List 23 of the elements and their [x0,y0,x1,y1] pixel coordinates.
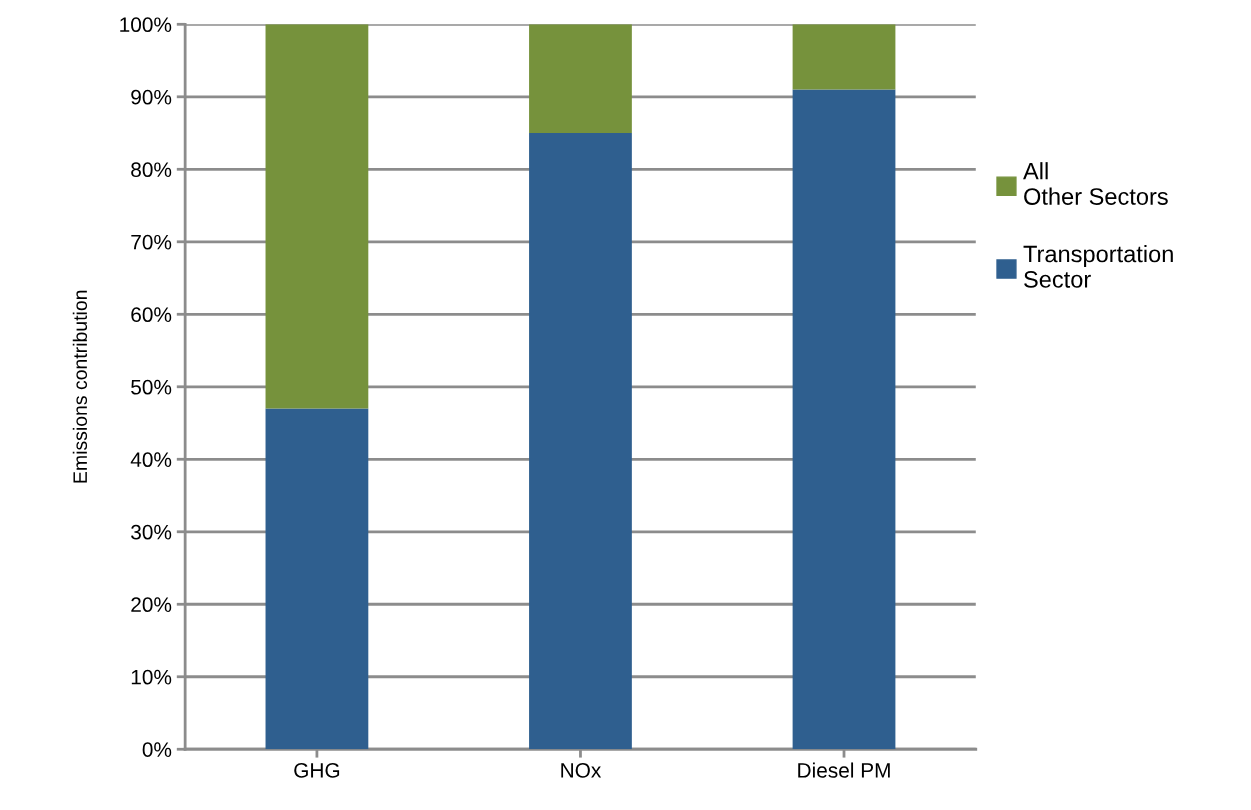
bar [529,133,632,750]
y-tick-label: 50% [131,379,172,395]
legend-label: All Other Sectors [1023,162,1168,205]
y-tick-label: 70% [131,234,172,250]
bar [265,24,369,409]
legend-label: Transportation Sector [1023,244,1173,288]
bar [265,408,369,750]
y-tick-label: 80% [131,162,172,178]
x-tick-label: Diesel PM [798,762,890,778]
bar [529,24,632,134]
x-tick-label: GHG [294,762,340,778]
y-tick-label: 60% [131,307,172,323]
bar [792,24,896,90]
y-tick-label: 40% [130,452,172,468]
y-tick-label: 10% [131,669,172,685]
y-tick-label: 100% [120,17,172,33]
y-tick-label: 20% [131,597,172,613]
x-tick-label: NOx [561,762,602,778]
y-tick-label: 90% [131,89,172,105]
y-tick-label: 0% [142,742,172,757]
y-axis-title: Emissions contribution [72,290,88,483]
bar [792,89,896,750]
y-tick-label: 30% [131,524,172,540]
